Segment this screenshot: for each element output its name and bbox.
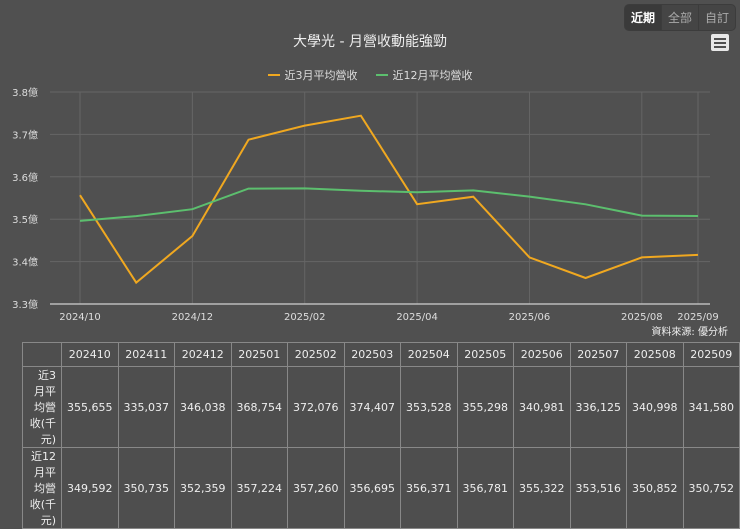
range-recent-button[interactable]: 近期: [624, 5, 661, 30]
x-tick-label: 2025/08: [621, 312, 663, 323]
x-tick-label: 2024/10: [59, 312, 101, 323]
chart-title: 大學光 - 月營收動能強勁: [293, 34, 447, 50]
y-tick-label: 3.5億: [12, 213, 38, 226]
table-cell: 355,298: [456, 366, 514, 448]
table-header-cell: 202503: [343, 342, 401, 367]
x-axis-ticks: 2024/10 2024/12 2025/02 2025/04 2025/06 2025/…: [59, 312, 719, 323]
legend-label-3m: 近3月平均營收: [284, 69, 358, 82]
table-cell: 355,655: [61, 366, 119, 448]
table-cell: 350,735: [117, 447, 175, 529]
legend-swatch-12m: [375, 74, 388, 76]
table-cell: 341,580: [682, 366, 740, 448]
table-row: 近3月平均營收(千元) 355,655 335,037 346,038 368,754 3…: [22, 366, 740, 448]
chart-legend: 近3月平均營收 近12月平均營收: [0, 67, 740, 83]
y-tick-label: 3.6億: [12, 171, 38, 184]
table-cell: 335,037: [117, 366, 175, 448]
table-header-cell: 202411: [117, 342, 175, 367]
table-cell: 340,998: [626, 366, 684, 448]
legend-item-3m[interactable]: 近3月平均營收: [267, 67, 358, 83]
table-cell: 340,981: [513, 366, 571, 448]
range-button-group: 近期 全部 自訂: [623, 4, 736, 31]
table-cell: 357,260: [287, 447, 345, 529]
table-header-cell: 202507: [569, 342, 627, 367]
x-tick-label: 2025/06: [509, 312, 551, 323]
table-cell: 353,528: [400, 366, 458, 448]
legend-label-12m: 近12月平均營收: [392, 69, 473, 82]
legend-swatch-3m: [267, 74, 280, 76]
y-tick-label: 3.4億: [12, 256, 38, 269]
table-row-label: 近12月平均營收(千元): [22, 447, 62, 529]
table-cell: 349,592: [61, 447, 119, 529]
x-tick-label: 2024/12: [172, 312, 214, 323]
table-cell: 346,038: [174, 366, 232, 448]
legend-item-12m[interactable]: 近12月平均營收: [375, 67, 473, 83]
table-header-cell: 202412: [174, 342, 232, 367]
y-tick-label: 3.8億: [12, 86, 38, 99]
table-header-cell: 202504: [400, 342, 458, 367]
y-tick-label: 3.3億: [12, 298, 38, 311]
table-header-cell: 202506: [513, 342, 571, 367]
series-12m-line: [79, 187, 699, 222]
table-header-cell: 202410: [61, 342, 119, 367]
table-header-cell: 202508: [626, 342, 684, 367]
table-header-cell: 202502: [287, 342, 345, 367]
line-chart: 3.3億3.4億3.5億3.6億3.7億3.8億 2024/10 2024/12 2…: [12, 86, 719, 323]
table-cell: 336,125: [569, 366, 627, 448]
table-header-cell: 202501: [230, 342, 288, 367]
table-row: 近12月平均營收(千元) 349,592 350,735 352,359 357,224…: [22, 447, 740, 529]
table-cell: 350,852: [626, 447, 684, 529]
table-cell: 372,076: [287, 366, 345, 448]
table-header-cell: 202509: [682, 342, 740, 367]
x-tick-label: 2025/04: [396, 312, 438, 323]
table-row-label: 近3月平均營收(千元): [22, 366, 62, 448]
table-cell: 350,752: [682, 447, 740, 529]
table-cell: 356,371: [400, 447, 458, 529]
hamburger-menu-icon[interactable]: [711, 34, 729, 51]
table-cell: 368,754: [230, 366, 288, 448]
table-cell: 356,695: [343, 447, 401, 529]
table-header-row: 202410 202411 202412 202501 202502 202503 2025…: [22, 342, 740, 367]
table-corner-cell: [22, 342, 62, 367]
y-axis-ticks: 3.3億 3.4億 3.5億 3.6億 3.7億 3.8億: [12, 86, 38, 311]
table-cell: 374,407: [343, 366, 401, 448]
x-tick-label: 2025/09: [677, 312, 719, 323]
range-custom-button[interactable]: 自訂: [697, 5, 735, 30]
x-tick-label: 2025/02: [284, 312, 326, 323]
data-source: 資料來源: 優分析: [651, 327, 728, 338]
revenue-table: 202410 202411 202412 202501 202502 202503 2025…: [22, 342, 740, 529]
table-cell: 355,322: [513, 447, 571, 529]
table-header-cell: 202505: [456, 342, 514, 367]
table-cell: 357,224: [230, 447, 288, 529]
table-cell: 356,781: [456, 447, 514, 529]
table-cell: 352,359: [174, 447, 232, 529]
range-all-button[interactable]: 全部: [660, 5, 698, 30]
y-tick-label: 3.7億: [12, 128, 38, 141]
table-cell: 353,516: [569, 447, 627, 529]
series-3m-line: [79, 114, 699, 285]
